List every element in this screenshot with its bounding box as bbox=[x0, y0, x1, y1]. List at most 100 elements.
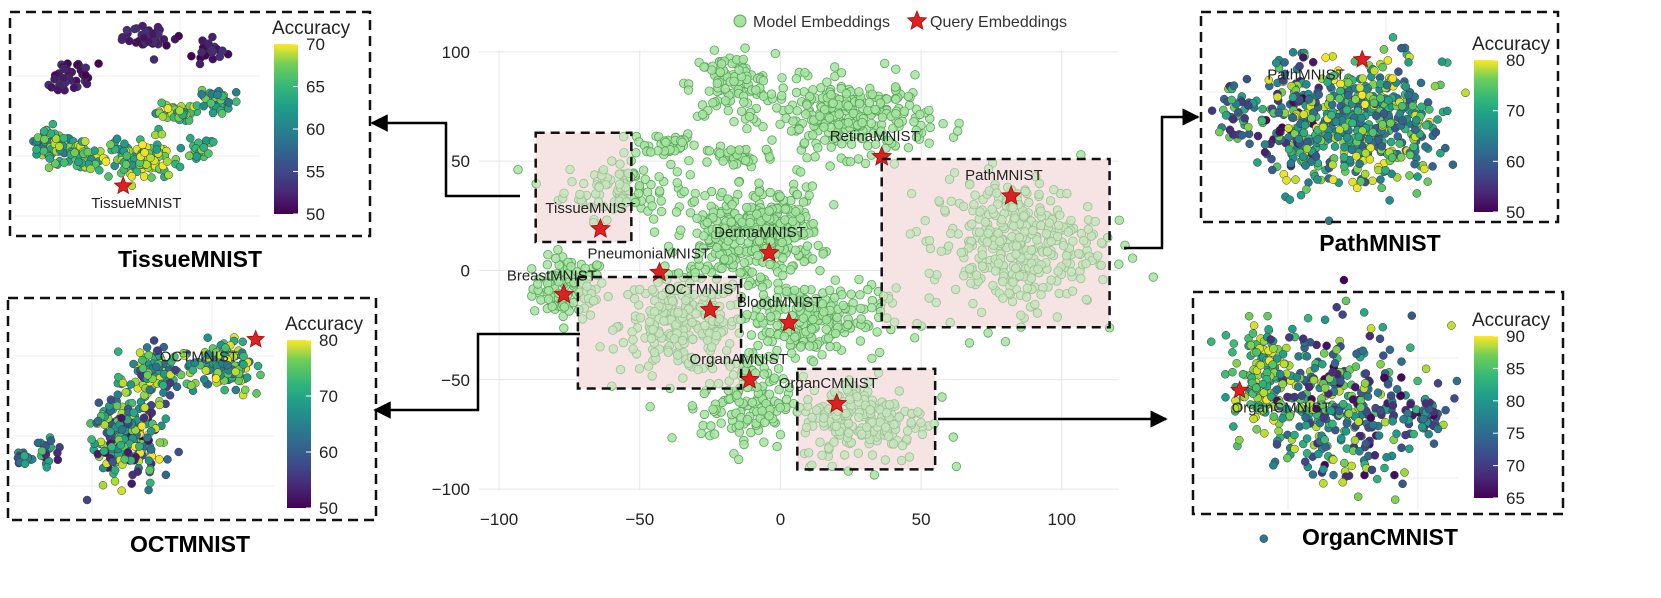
model-embedding-point bbox=[692, 213, 702, 224]
path-point bbox=[1240, 114, 1249, 123]
oct-point bbox=[144, 350, 153, 360]
organc-point bbox=[1251, 383, 1261, 393]
oct-point bbox=[42, 463, 52, 472]
organc-point bbox=[1301, 421, 1311, 430]
main-y-tick-label: 100 bbox=[442, 43, 470, 62]
tissue-colorbar-tick-label: 60 bbox=[306, 120, 325, 139]
model-embedding-point bbox=[628, 335, 638, 345]
tissue-point bbox=[139, 33, 149, 43]
model-embedding-point bbox=[937, 392, 947, 402]
organc-point bbox=[1248, 329, 1258, 338]
model-embedding-point bbox=[799, 284, 810, 295]
model-embedding-point bbox=[716, 59, 727, 69]
tissue-point bbox=[80, 137, 90, 146]
model-embedding-point bbox=[672, 167, 683, 177]
path-point bbox=[1377, 183, 1386, 193]
tissue-point bbox=[149, 55, 159, 64]
organc-point bbox=[1338, 310, 1347, 319]
oct-point bbox=[211, 374, 221, 383]
organc-point bbox=[1375, 334, 1385, 344]
oct-point bbox=[37, 446, 47, 456]
path-point bbox=[1372, 111, 1381, 121]
model-embedding-point bbox=[716, 418, 726, 428]
oct-colorbar-tick-label: 80 bbox=[319, 331, 338, 350]
model-embedding-point bbox=[729, 116, 739, 127]
model-embedding-point bbox=[796, 167, 806, 177]
model-embedding-point bbox=[667, 296, 678, 306]
model-embedding-point bbox=[800, 67, 810, 78]
model-embedding-point bbox=[615, 364, 626, 375]
tissue-point bbox=[130, 24, 139, 34]
path-point bbox=[1376, 175, 1385, 184]
model-embedding-point bbox=[646, 333, 657, 344]
path-point bbox=[1335, 94, 1344, 103]
oct-point bbox=[137, 421, 147, 431]
path-point bbox=[1394, 67, 1403, 76]
model-embedding-point bbox=[785, 265, 796, 275]
model-embedding-point bbox=[726, 145, 736, 155]
organc-point bbox=[1433, 379, 1443, 388]
model-embedding-point bbox=[770, 48, 781, 59]
path-point bbox=[1368, 176, 1377, 186]
model-embedding-point bbox=[712, 242, 722, 253]
tissue-point bbox=[186, 133, 195, 143]
model-embedding-point bbox=[1114, 259, 1124, 269]
organc-point bbox=[1356, 396, 1365, 405]
oct-point bbox=[199, 375, 209, 384]
path-point bbox=[1344, 91, 1353, 100]
tissue-point bbox=[176, 143, 186, 153]
model-embedding-point bbox=[700, 320, 710, 331]
model-embedding-point bbox=[699, 388, 710, 399]
oct-point bbox=[127, 479, 136, 488]
tissue-point bbox=[195, 59, 205, 69]
model-embedding-point bbox=[562, 269, 573, 279]
path-point bbox=[1405, 171, 1414, 180]
model-embedding-point bbox=[648, 324, 658, 335]
path-point bbox=[1339, 153, 1349, 162]
model-embedding-point bbox=[689, 196, 700, 206]
model-embedding-point bbox=[832, 312, 842, 323]
path-point bbox=[1395, 139, 1404, 148]
path-point bbox=[1411, 125, 1420, 134]
organc-point bbox=[1260, 429, 1269, 438]
path-point bbox=[1225, 125, 1235, 135]
model-embedding-point bbox=[761, 144, 772, 155]
model-embedding-point bbox=[673, 308, 683, 318]
model-embedding-point bbox=[659, 316, 669, 326]
model-embedding-point bbox=[582, 281, 592, 291]
model-embedding-point bbox=[717, 263, 727, 274]
tissue-point bbox=[164, 170, 173, 180]
model-embedding-point bbox=[618, 131, 629, 142]
tissue-point bbox=[39, 127, 49, 136]
path-point bbox=[1321, 53, 1330, 62]
model-embedding-point bbox=[804, 341, 815, 351]
model-embedding-point bbox=[623, 289, 633, 300]
path-point bbox=[1355, 159, 1364, 169]
organc-point bbox=[1367, 465, 1377, 475]
path-point bbox=[1311, 152, 1321, 161]
oct-point bbox=[99, 446, 109, 456]
model-embedding-point bbox=[723, 105, 734, 116]
model-embedding-point bbox=[727, 199, 737, 210]
model-embedding-point bbox=[843, 101, 853, 111]
oct-point bbox=[161, 470, 171, 480]
model-embedding-point bbox=[558, 311, 568, 322]
organc-colorbar-tick-label: 80 bbox=[1506, 392, 1525, 411]
oct-point bbox=[231, 367, 240, 377]
model-embedding-point bbox=[775, 403, 785, 413]
tissue-query-label: TissueMNIST bbox=[91, 195, 181, 212]
model-embedding-point bbox=[551, 253, 561, 264]
model-embedding-point bbox=[899, 106, 910, 116]
model-embedding-point bbox=[628, 344, 638, 354]
model-embedding-point bbox=[825, 161, 835, 171]
model-embedding-point bbox=[734, 145, 745, 155]
model-embedding-point bbox=[769, 373, 780, 383]
tissue-point bbox=[153, 22, 163, 32]
organc-point bbox=[1308, 470, 1318, 479]
model-embedding-point bbox=[808, 218, 818, 229]
path-point bbox=[1397, 43, 1406, 53]
model-embedding-point bbox=[690, 188, 701, 199]
model-embedding-point bbox=[597, 278, 607, 288]
oct-point bbox=[155, 438, 165, 447]
model-embedding-point bbox=[796, 342, 806, 352]
